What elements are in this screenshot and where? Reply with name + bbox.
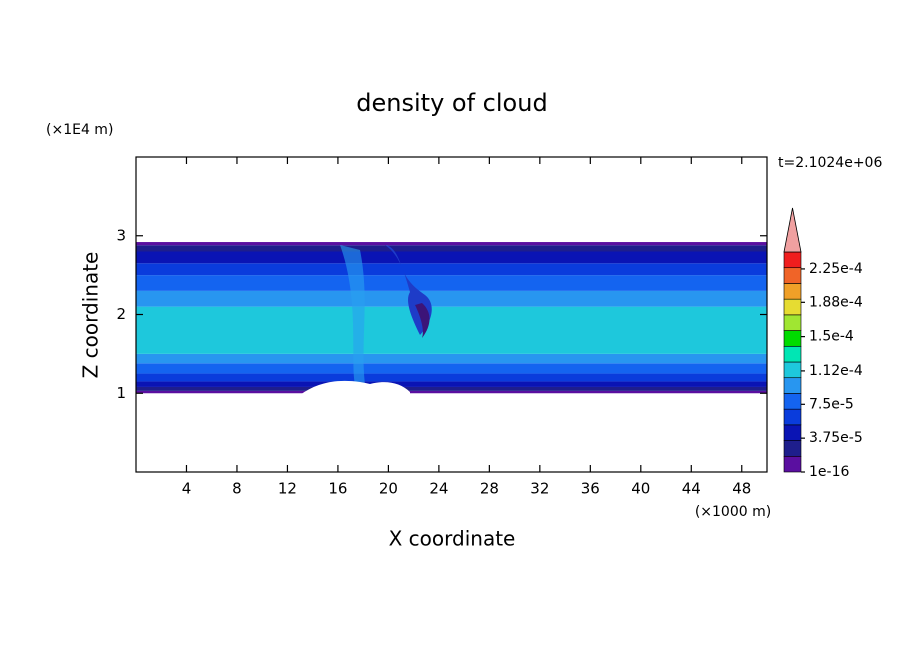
colorbar-label: 1.88e-4 <box>809 294 863 310</box>
density-band <box>136 381 767 387</box>
colorbar-label: 1.12e-4 <box>809 363 863 379</box>
time-label: t=2.1024e+06 <box>778 155 882 171</box>
x-tick-label: 24 <box>429 480 448 498</box>
density-band <box>136 263 767 276</box>
density-band <box>136 290 767 307</box>
colorbar-box <box>783 455 802 473</box>
density-band <box>136 242 767 246</box>
y-axis-label: Z coordinate <box>79 252 103 379</box>
x-tick-label: 8 <box>232 480 242 498</box>
density-band <box>136 363 767 374</box>
colorbar-label: 3.75e-5 <box>809 430 863 446</box>
colorbar-label: 1.5e-4 <box>809 329 854 345</box>
colorbar-box <box>783 361 802 379</box>
chart-title: density of cloud <box>356 89 547 117</box>
x-tick-label: 36 <box>581 480 600 498</box>
colorbar: 1e-16 3.75e-5 7.5e-5 1.12e-4 1.5e-4 1.88e-4 2.… <box>783 207 863 480</box>
y-tick-label: 3 <box>116 226 126 244</box>
contour-field <box>136 242 767 394</box>
colorbar-box <box>783 283 802 300</box>
density-band <box>136 275 767 291</box>
colorbar-box <box>783 345 802 363</box>
colorbar-label: 7.5e-5 <box>809 396 854 412</box>
x-tick-label: 40 <box>631 480 650 498</box>
colorbar-box <box>783 408 802 426</box>
colorbar-label: 2.25e-4 <box>809 261 863 277</box>
x-tick-label: 48 <box>732 480 751 498</box>
density-band <box>136 306 767 354</box>
colorbar-extend <box>783 207 802 253</box>
colorbar-box <box>783 251 802 269</box>
colorbar-box <box>783 377 802 394</box>
vortex <box>300 245 432 400</box>
density-band <box>136 245 767 252</box>
colorbar-box <box>783 424 802 441</box>
colorbar-label: 1e-16 <box>809 464 849 480</box>
x-tick-label: 32 <box>530 480 549 498</box>
colorbar-box <box>783 314 802 331</box>
y-tick-label: 1 <box>116 384 126 402</box>
x-tick-label: 16 <box>328 480 347 498</box>
density-band <box>136 390 767 394</box>
density-band <box>136 251 767 264</box>
x-tick-label: 12 <box>278 480 297 498</box>
colorbar-box <box>783 393 802 410</box>
y-tick-label: 2 <box>116 305 126 323</box>
x-axis-label: X coordinate <box>389 527 516 551</box>
y-unit: (×1E4 m) <box>46 122 113 138</box>
x-tick-label: 44 <box>682 480 701 498</box>
colorbar-box <box>783 298 802 316</box>
x-unit: (×1000 m) <box>695 504 771 520</box>
density-band <box>136 386 767 391</box>
density-band <box>136 373 767 382</box>
colorbar-box <box>783 440 802 457</box>
colorbar-box <box>783 330 802 347</box>
colorbar-box <box>783 267 802 284</box>
x-tick-label: 28 <box>480 480 499 498</box>
density-band <box>136 353 767 364</box>
x-tick-label: 20 <box>379 480 398 498</box>
x-tick-label: 4 <box>182 480 192 498</box>
